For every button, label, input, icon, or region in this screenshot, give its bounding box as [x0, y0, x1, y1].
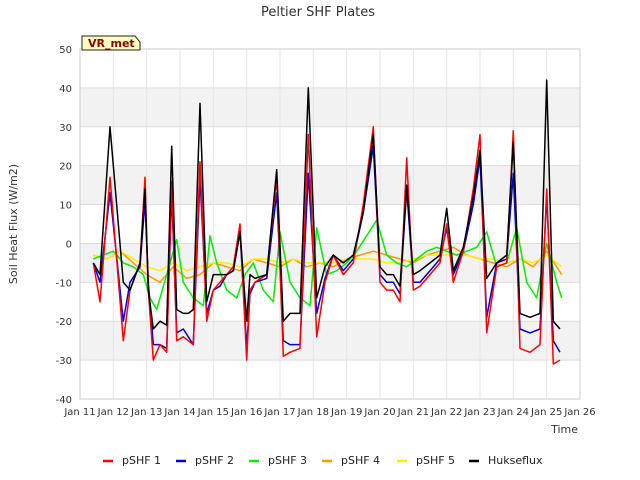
x-tick-label: Jan 13: [130, 407, 162, 418]
legend: pSHF 1 pSHF 2 pSHF 3 pSHF 4 pSHF 5 Hukseflux: [103, 454, 543, 467]
y-tick-label: -20: [56, 317, 72, 328]
plot-band: [80, 321, 580, 361]
legend-label: Hukseflux: [488, 454, 543, 467]
badge: VR_met: [81, 35, 141, 51]
legend-label: pSHF 2: [195, 454, 234, 467]
legend-item: pSHF 3: [249, 454, 307, 467]
y-tick-label: 0: [66, 239, 72, 250]
x-tick-label: Jan 23: [463, 407, 495, 418]
plot-background-bands: [80, 49, 580, 399]
legend-item: pSHF 5: [397, 454, 455, 467]
legend-item: pSHF 2: [176, 454, 234, 467]
x-tick-label: Jan 21: [397, 407, 429, 418]
x-tick-label: Jan 15: [197, 407, 229, 418]
legend-label: pSHF 3: [268, 454, 307, 467]
plot-band: [80, 165, 580, 205]
x-axis-label: Time: [550, 423, 578, 436]
x-tick-label: Jan 19: [330, 407, 362, 418]
series-lines: [92, 79, 563, 365]
grid-lines: [79, 48, 581, 400]
legend-label: pSHF 1: [122, 454, 161, 467]
x-tick-label: Jan 12: [97, 407, 129, 418]
y-tick-label: -40: [56, 395, 72, 406]
y-tick-label: -10: [56, 278, 72, 289]
x-tick-label: Jan 22: [430, 407, 462, 418]
series-line-pshf-1: [92, 126, 561, 365]
legend-item: pSHF 4: [322, 454, 380, 467]
x-tick-label: Jan 14: [163, 407, 195, 418]
x-tick-label: Jan 16: [230, 407, 262, 418]
y-tick-label: 50: [59, 45, 72, 56]
y-axis-label: Soil Heat Flux (W/m2): [7, 164, 20, 284]
series-line-hukseflux: [92, 79, 561, 330]
series-line-pshf-5: [93, 250, 563, 272]
legend-label: pSHF 4: [341, 454, 380, 467]
x-tick-label: Jan 11: [63, 407, 95, 418]
x-tick-label: Jan 18: [297, 407, 329, 418]
badge-label: VR_met: [88, 37, 135, 50]
x-tick-label: Jan 26: [563, 407, 595, 418]
chart-title: Peltier SHF Plates: [261, 5, 375, 20]
y-tick-label: -30: [56, 356, 72, 367]
y-tick-label: 10: [59, 201, 72, 212]
x-tick-label: Jan 25: [530, 407, 562, 418]
legend-item: pSHF 1: [103, 454, 161, 467]
y-tick-label: 40: [59, 84, 72, 95]
y-tick-label: 30: [59, 123, 72, 134]
x-tick-label: Jan 17: [263, 407, 295, 418]
plot-band: [80, 87, 580, 127]
x-tick-label: Jan 24: [497, 407, 529, 418]
legend-item: Hukseflux: [469, 454, 543, 467]
x-tick-label: Jan 20: [363, 407, 395, 418]
legend-label: pSHF 5: [416, 454, 455, 467]
y-tick-label: 20: [59, 162, 72, 173]
x-tick-labels: Jan 11 Jan 12 Jan 13 Jan 14 Jan 15 Jan 16 Jan …: [63, 407, 595, 418]
y-tick-labels: -40 -30 -20 -10 0 10 20 30 40 50: [56, 45, 72, 406]
plot-area: [79, 48, 581, 400]
